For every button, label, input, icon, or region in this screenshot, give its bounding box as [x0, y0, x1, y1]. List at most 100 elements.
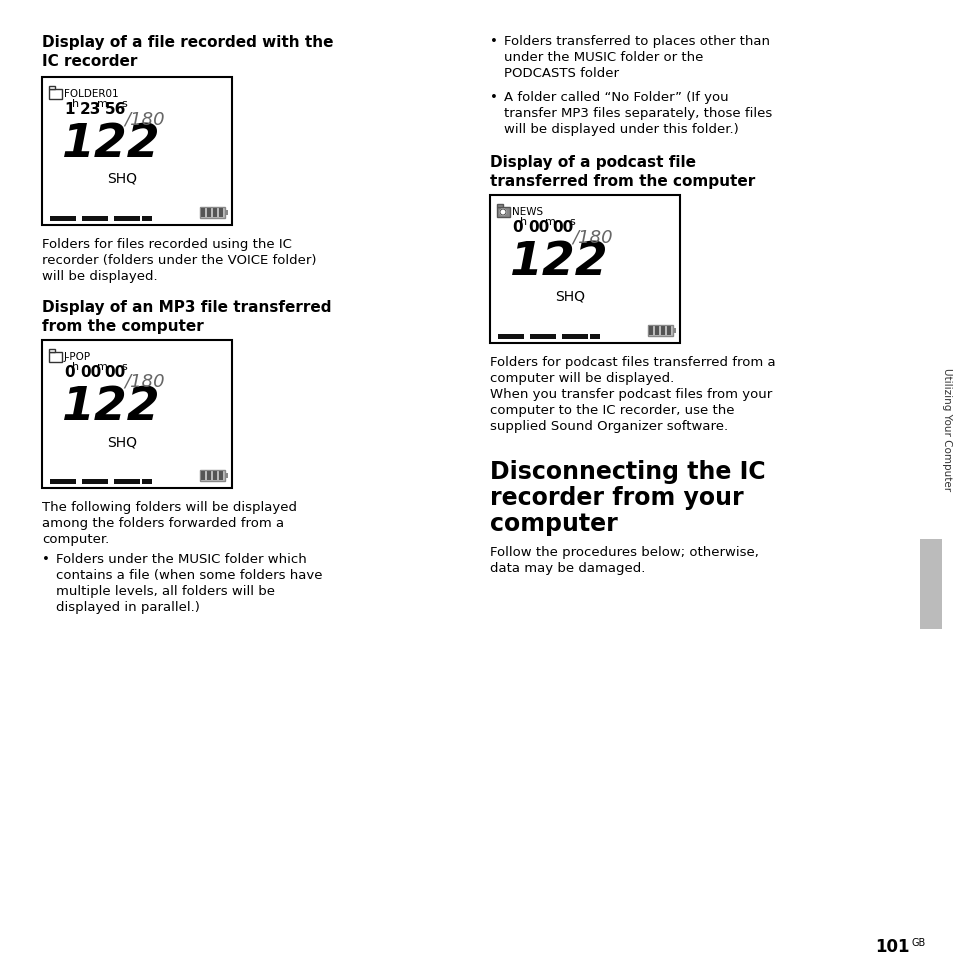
Text: 56: 56	[105, 102, 126, 117]
Text: s: s	[569, 216, 575, 227]
Text: SHQ: SHQ	[107, 172, 136, 186]
Bar	[666, 327, 670, 335]
Text: m: m	[97, 99, 108, 109]
Text: Utilizing Your Computer: Utilizing Your Computer	[941, 368, 951, 491]
Bar	[142, 216, 152, 222]
Text: 122: 122	[510, 240, 608, 285]
Bar	[225, 211, 228, 215]
Text: recorder (folders under the VOICE folder): recorder (folders under the VOICE folder…	[42, 253, 316, 267]
Text: 1: 1	[64, 102, 74, 117]
Text: supplied Sound Organizer software.: supplied Sound Organizer software.	[490, 419, 727, 433]
Bar	[42, 340, 232, 489]
Bar	[213, 472, 216, 480]
Text: contains a file (when some folders have: contains a file (when some folders have	[56, 568, 322, 581]
Bar	[919, 539, 941, 629]
Bar	[82, 216, 108, 222]
Text: A folder called “No Folder” (If you: A folder called “No Folder” (If you	[503, 91, 728, 104]
Bar	[207, 209, 211, 218]
Bar	[219, 209, 223, 218]
Bar	[497, 208, 510, 218]
Text: Display of an MP3 file transferred: Display of an MP3 file transferred	[42, 299, 331, 314]
Text: IC recorder: IC recorder	[42, 54, 137, 69]
Text: •: •	[490, 35, 497, 48]
Text: s: s	[121, 361, 127, 372]
Bar	[225, 474, 228, 478]
Text: /180: /180	[572, 228, 612, 246]
Text: 00: 00	[527, 220, 549, 234]
Text: computer.: computer.	[42, 533, 110, 545]
Text: Folders transferred to places other than: Folders transferred to places other than	[503, 35, 769, 48]
Bar	[49, 87, 55, 90]
Text: data may be damaged.: data may be damaged.	[490, 561, 644, 575]
Text: •: •	[42, 553, 50, 565]
Bar	[113, 216, 140, 222]
Text: 00: 00	[552, 220, 573, 234]
Text: 23: 23	[80, 102, 101, 117]
Text: 0: 0	[64, 365, 74, 379]
Text: computer: computer	[490, 512, 618, 536]
Bar	[490, 195, 679, 344]
Text: m: m	[97, 361, 108, 372]
Text: from the computer: from the computer	[42, 318, 204, 334]
Bar	[207, 472, 211, 480]
Bar	[50, 216, 76, 222]
Text: SHQ: SHQ	[555, 290, 584, 304]
Text: transferred from the computer: transferred from the computer	[490, 173, 755, 189]
Text: PODCASTS folder: PODCASTS folder	[503, 67, 618, 80]
Text: Display of a podcast file: Display of a podcast file	[490, 154, 696, 170]
Text: Disconnecting the IC: Disconnecting the IC	[490, 459, 765, 483]
Text: When you transfer podcast files from your: When you transfer podcast files from you…	[490, 388, 771, 400]
Text: will be displayed under this folder.): will be displayed under this folder.)	[503, 123, 738, 136]
Text: 122: 122	[62, 122, 160, 167]
Bar	[50, 479, 76, 484]
Bar	[497, 205, 502, 208]
Text: h: h	[520, 216, 527, 227]
Text: GB: GB	[911, 937, 925, 947]
Text: displayed in parallel.): displayed in parallel.)	[56, 600, 200, 614]
Bar	[42, 78, 232, 226]
Text: will be displayed.: will be displayed.	[42, 270, 157, 283]
Bar	[530, 335, 556, 339]
Text: Display of a file recorded with the: Display of a file recorded with the	[42, 35, 334, 50]
Text: Folders for files recorded using the IC: Folders for files recorded using the IC	[42, 237, 292, 251]
Bar	[561, 335, 587, 339]
Bar	[142, 479, 152, 484]
Text: •: •	[490, 91, 497, 104]
Text: 122: 122	[62, 385, 160, 430]
Text: 0: 0	[512, 220, 522, 234]
Text: recorder from your: recorder from your	[490, 485, 742, 510]
Text: 00: 00	[80, 365, 101, 379]
Bar	[49, 350, 55, 353]
Text: 00: 00	[105, 365, 126, 379]
Text: computer to the IC recorder, use the: computer to the IC recorder, use the	[490, 403, 734, 416]
Bar	[213, 209, 216, 218]
Text: under the MUSIC folder or the: under the MUSIC folder or the	[503, 51, 702, 64]
Bar	[660, 327, 664, 335]
Bar	[200, 208, 225, 219]
Text: m: m	[544, 216, 556, 227]
Text: /180: /180	[124, 110, 165, 128]
Text: J-POP: J-POP	[64, 352, 91, 361]
Text: multiple levels, all folders will be: multiple levels, all folders will be	[56, 584, 274, 598]
Bar	[201, 472, 205, 480]
Text: Folders under the MUSIC folder which: Folders under the MUSIC folder which	[56, 553, 307, 565]
Bar	[647, 326, 672, 336]
Text: NEWS: NEWS	[512, 207, 542, 216]
Bar	[219, 472, 223, 480]
Bar	[113, 479, 140, 484]
Bar	[672, 329, 676, 334]
Bar	[200, 471, 225, 481]
Text: Follow the procedures below; otherwise,: Follow the procedures below; otherwise,	[490, 545, 758, 558]
Bar	[497, 335, 523, 339]
Text: h: h	[72, 361, 79, 372]
Bar	[655, 327, 659, 335]
Text: computer will be displayed.: computer will be displayed.	[490, 372, 674, 385]
Text: s: s	[121, 99, 127, 109]
Text: among the folders forwarded from a: among the folders forwarded from a	[42, 517, 284, 530]
Text: /180: /180	[124, 373, 165, 391]
Bar	[201, 209, 205, 218]
Text: h: h	[72, 99, 79, 109]
Circle shape	[499, 210, 505, 215]
Text: Folders for podcast files transferred from a: Folders for podcast files transferred fr…	[490, 355, 775, 369]
Text: SHQ: SHQ	[107, 435, 136, 449]
